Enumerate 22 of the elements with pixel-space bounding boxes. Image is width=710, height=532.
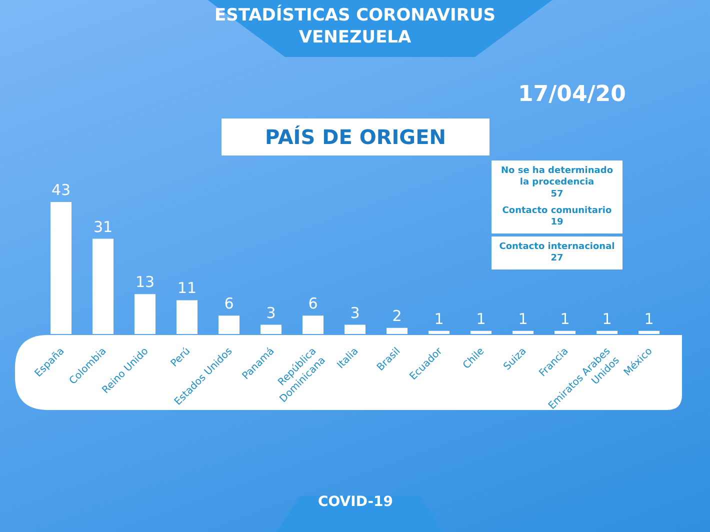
data-label: 13 — [135, 273, 155, 292]
data-label: 11 — [177, 279, 197, 298]
chart-subtitle: PAÍS DE ORIGEN — [265, 125, 446, 149]
data-label: 3 — [350, 304, 360, 322]
data-label: 1 — [476, 310, 486, 328]
data-label: 2 — [392, 306, 402, 325]
text: COVID-19 — [318, 494, 394, 510]
annotation: Contacto internacional 27 — [499, 242, 615, 264]
data-label: 1 — [518, 310, 528, 328]
text: 17/04/20 — [518, 82, 626, 107]
chart-title: ESTADÍSTICAS CORONAVIRUS VENEZUELA — [214, 4, 496, 48]
data-label: 6 — [224, 294, 234, 313]
data-label: 43 — [51, 180, 71, 199]
data-label: 6 — [308, 294, 318, 313]
data-label: 1 — [434, 310, 444, 328]
data-label: 1 — [560, 310, 570, 328]
data-label: 3 — [266, 304, 276, 322]
data-label: 1 — [644, 310, 654, 328]
annotation: Contacto comunitario 19 — [502, 206, 612, 228]
data-label: 1 — [602, 310, 612, 328]
data-label: 31 — [93, 218, 113, 236]
text: No se ha determinado la procedencia 57 — [500, 166, 614, 200]
